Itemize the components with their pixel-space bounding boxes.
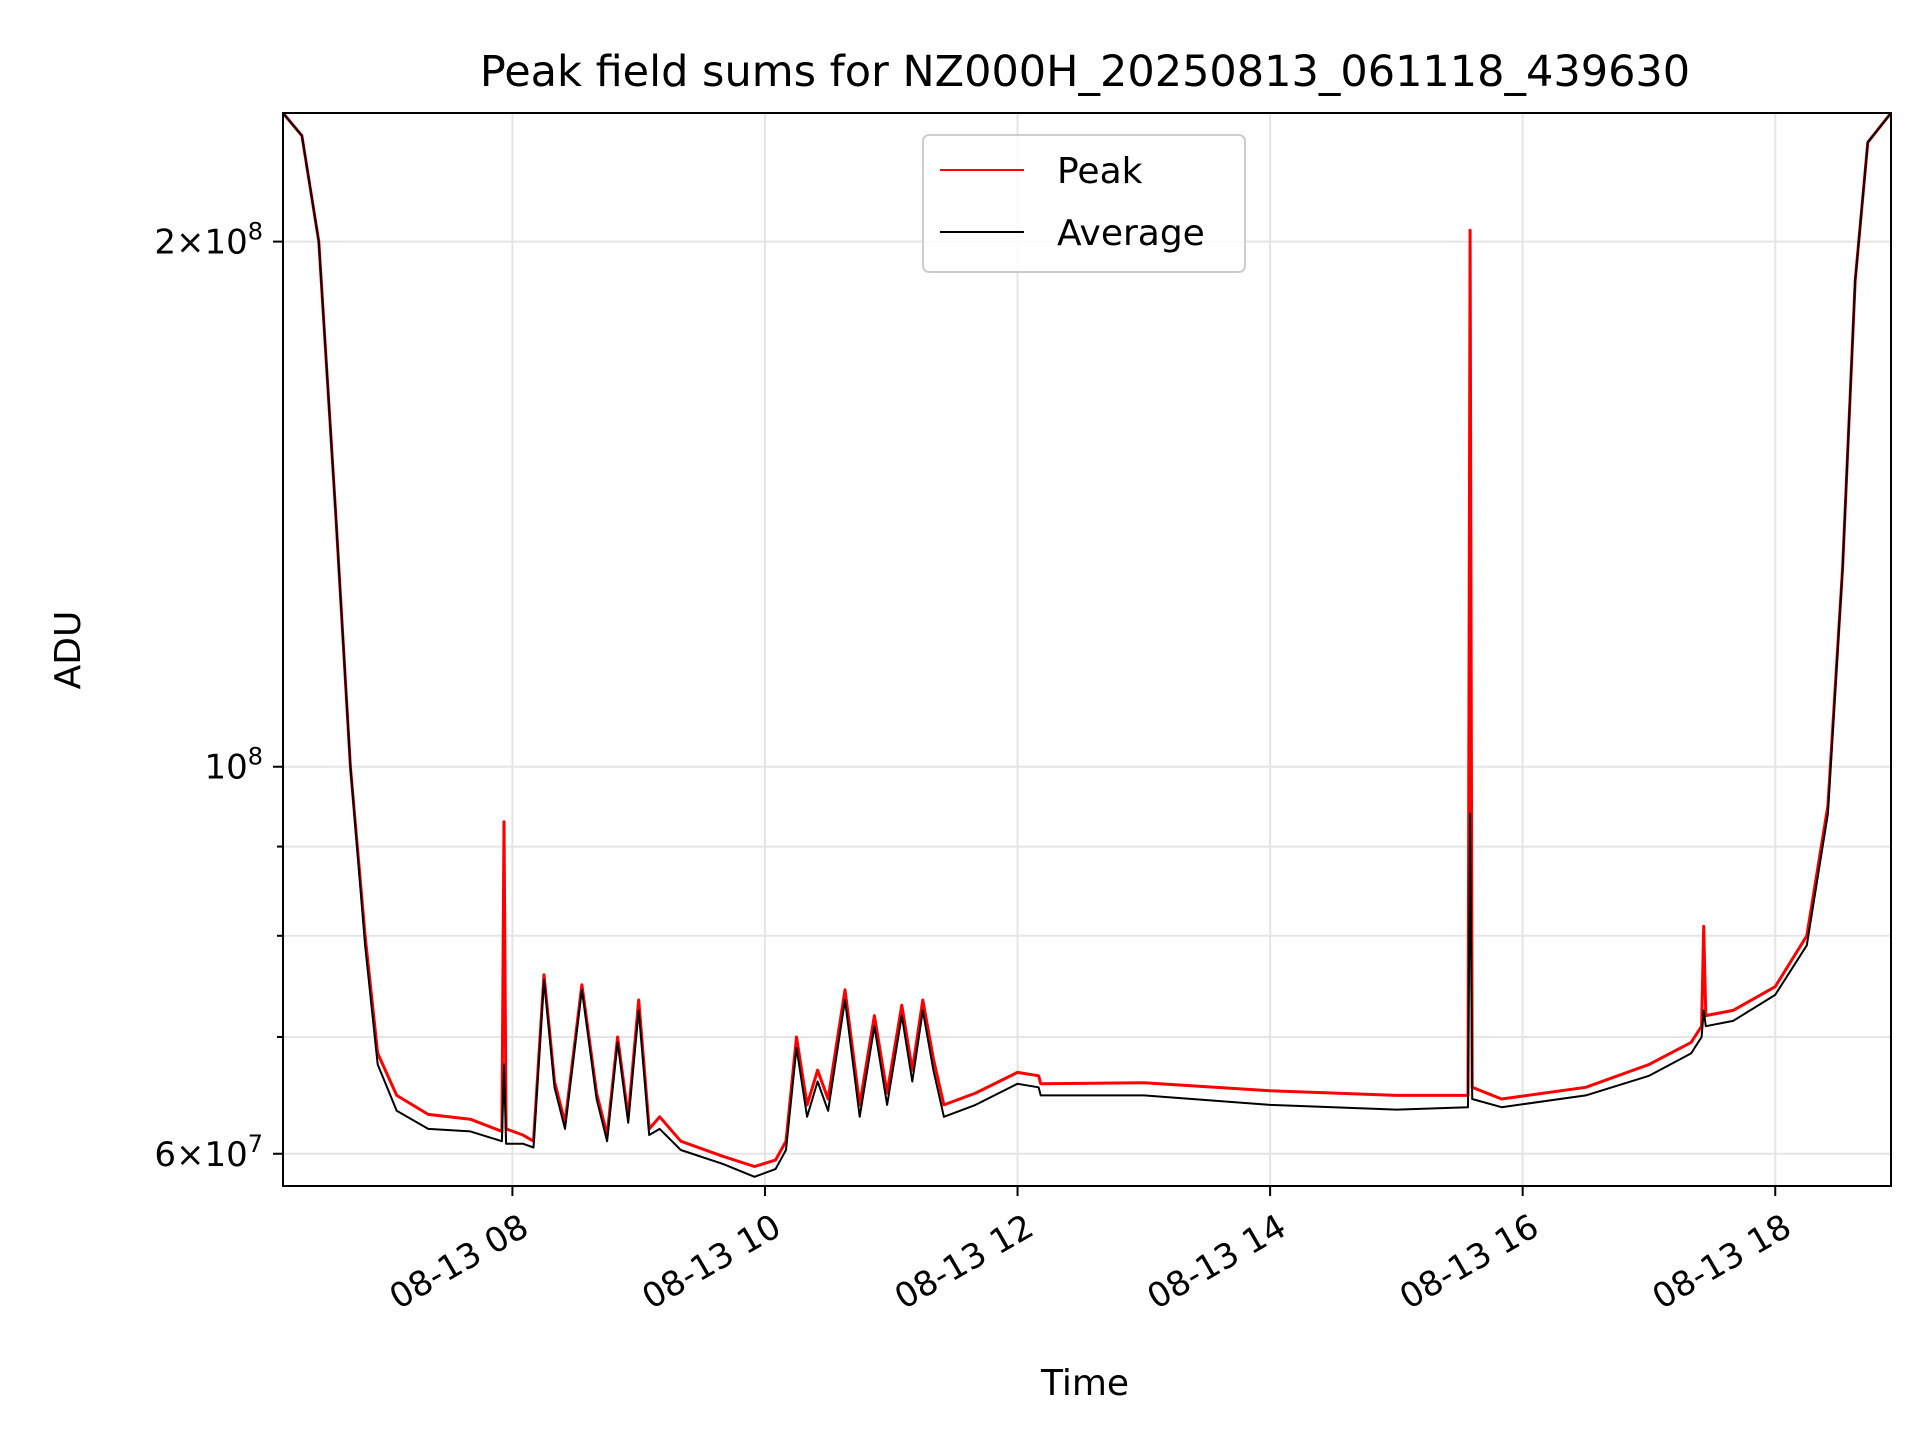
series-line-average [283,113,1891,1178]
y-tick-exponent: 8 [248,743,263,771]
y-tick-label: 2×108 [154,218,263,263]
y-tick-mantissa: 6× [154,1135,204,1175]
legend-label-peak: Peak [1057,151,1143,192]
chart-title: Peak field sums for NZ000H_20250813_0611… [480,47,1690,97]
series-line-peak [283,113,1891,1168]
y-axis-ticks: 6×107 108 2×108 [154,218,283,1175]
plot-area [283,113,1891,1178]
legend: Peak Average [922,134,1246,273]
y-tick-mantissa: 2× [154,223,204,263]
y-tick-exponent: 7 [248,1130,263,1158]
y-tick-label: 6×107 [154,1130,263,1175]
plot-frame [282,112,1892,1187]
y-tick-exponent: 8 [248,218,263,246]
y-tick-label: 108 [204,743,263,788]
grid-lines [283,113,1891,1186]
x-axis-label: Time [1040,1363,1129,1404]
legend-label-average: Average [1057,213,1205,254]
y-axis-label: ADU [48,611,89,690]
